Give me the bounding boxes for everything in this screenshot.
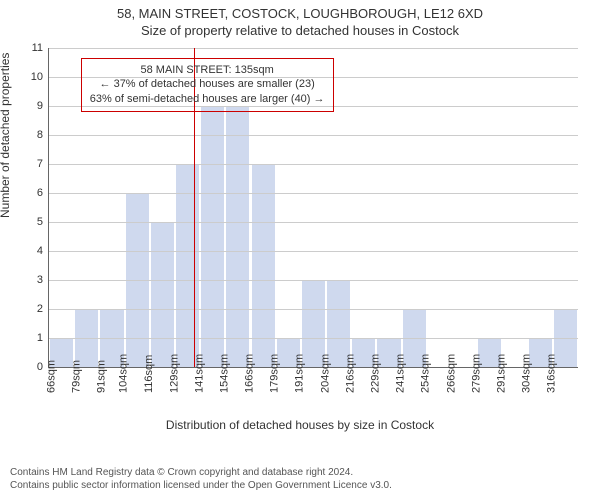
x-tick-label: 154sqm: [218, 354, 230, 393]
bar: [252, 164, 275, 367]
x-tick-label: 129sqm: [168, 354, 180, 393]
y-tick-label: 8: [37, 129, 43, 141]
x-tick-label: 254sqm: [420, 354, 432, 393]
gridline: [49, 164, 578, 165]
x-tick-label: 116sqm: [143, 355, 155, 393]
x-tick-label: 229sqm: [369, 354, 381, 393]
y-tick-label: 2: [37, 303, 43, 315]
page-title: 58, MAIN STREET, COSTOCK, LOUGHBOROUGH, …: [0, 6, 600, 21]
x-tick-label: 279sqm: [470, 354, 482, 393]
x-tick-label: 79sqm: [70, 360, 82, 393]
bar-slot: 266sqm: [452, 48, 477, 367]
annotation-line: ← 37% of detached houses are smaller (23…: [90, 77, 325, 92]
gridline: [49, 309, 578, 310]
annotation-box: 58 MAIN STREET: 135sqm← 37% of detached …: [81, 58, 334, 113]
bar-slot: 279sqm: [477, 48, 502, 367]
bar-slot: 229sqm: [376, 48, 401, 367]
bar-slot: 316sqm: [553, 48, 578, 367]
y-tick-label: 10: [31, 71, 43, 83]
attribution-line: Contains public sector information licen…: [10, 479, 392, 492]
attribution-text: Contains HM Land Registry data © Crown c…: [10, 466, 392, 492]
x-tick-label: 166sqm: [244, 354, 256, 393]
histogram-chart: Number of detached properties 66sqm79sqm…: [0, 38, 600, 438]
bar-slot: 241sqm: [402, 48, 427, 367]
bar-slot: 254sqm: [427, 48, 452, 367]
gridline: [49, 193, 578, 194]
bar-slot: 304sqm: [528, 48, 553, 367]
y-tick-label: 7: [37, 158, 43, 170]
y-tick-label: 0: [37, 361, 43, 373]
y-tick-label: 4: [37, 245, 43, 257]
y-tick-label: 9: [37, 100, 43, 112]
gridline: [49, 48, 578, 49]
x-tick-label: 304sqm: [521, 354, 533, 393]
gridline: [49, 251, 578, 252]
bar: [151, 222, 174, 367]
x-tick-label: 66sqm: [45, 360, 57, 393]
y-tick-label: 11: [32, 42, 43, 54]
x-tick-label: 91sqm: [95, 360, 107, 393]
x-tick-label: 191sqm: [294, 354, 306, 393]
plot-area: 66sqm79sqm91sqm104sqm116sqm129sqm141sqm1…: [48, 48, 578, 368]
x-tick-label: 216sqm: [344, 354, 356, 393]
y-tick-label: 6: [37, 187, 43, 199]
gridline: [49, 280, 578, 281]
x-tick-label: 266sqm: [445, 354, 457, 393]
annotation-line: 58 MAIN STREET: 135sqm: [90, 63, 325, 78]
x-tick-label: 291sqm: [495, 354, 507, 393]
x-axis-label: Distribution of detached houses by size …: [0, 418, 600, 432]
bar-slot: 66sqm: [49, 48, 74, 367]
x-tick-label: 204sqm: [319, 354, 331, 393]
x-tick-label: 179sqm: [269, 354, 281, 393]
bar: [226, 106, 249, 367]
page-subtitle: Size of property relative to detached ho…: [0, 23, 600, 38]
attribution-line: Contains HM Land Registry data © Crown c…: [10, 466, 392, 479]
x-tick-label: 241sqm: [395, 354, 407, 393]
y-tick-label: 3: [37, 274, 43, 286]
x-tick-label: 316sqm: [546, 354, 558, 393]
gridline: [49, 338, 578, 339]
bar: [201, 106, 224, 367]
annotation-line: 63% of semi-detached houses are larger (…: [90, 92, 325, 107]
y-axis-label: Number of detached properties: [0, 53, 12, 218]
y-tick-label: 5: [37, 216, 43, 228]
bar-slot: 291sqm: [502, 48, 527, 367]
x-tick-label: 104sqm: [118, 354, 130, 393]
bar-slot: 216sqm: [351, 48, 376, 367]
x-tick-label: 141sqm: [193, 354, 205, 393]
y-tick-label: 1: [37, 332, 43, 344]
gridline: [49, 222, 578, 223]
bar: [176, 164, 199, 367]
gridline: [49, 135, 578, 136]
